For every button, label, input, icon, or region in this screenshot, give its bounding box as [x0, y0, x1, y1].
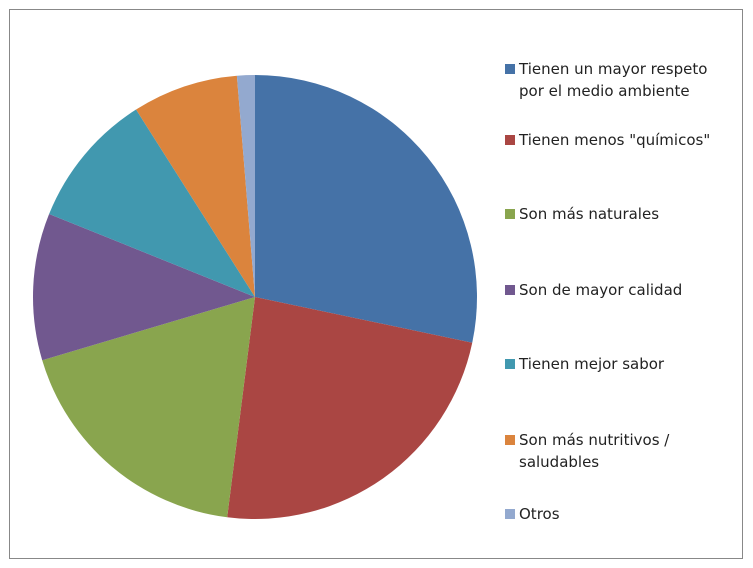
pie-area [33, 75, 478, 519]
legend-swatch [505, 209, 515, 219]
pie-slice [255, 75, 478, 343]
pie-slice [136, 75, 255, 297]
legend-swatch [505, 285, 515, 295]
pie-slice [227, 297, 473, 519]
pie-slice [236, 75, 255, 297]
legend-swatch [505, 359, 515, 369]
legend-swatch [505, 135, 515, 145]
pie-slice [33, 213, 256, 361]
chart: Tienen un mayor respeto por el medio amb… [9, 9, 743, 559]
pie-slice [42, 297, 256, 518]
legend-label: Son más nutritivos / saludables [519, 431, 670, 471]
legend-label: Tienen mejor sabor [519, 355, 665, 373]
legend-label: Otros [519, 505, 560, 523]
legend-label: Son de mayor calidad [519, 281, 683, 299]
legend-label: Tienen menos "químicos" [519, 131, 711, 149]
legend-label: Tienen un mayor respeto por el medio amb… [519, 60, 708, 100]
legend-swatch [505, 509, 515, 519]
pie-slice [49, 109, 255, 297]
legend-swatch [505, 435, 515, 445]
legend-label: Son más naturales [519, 205, 660, 223]
legend-swatch [505, 64, 515, 74]
